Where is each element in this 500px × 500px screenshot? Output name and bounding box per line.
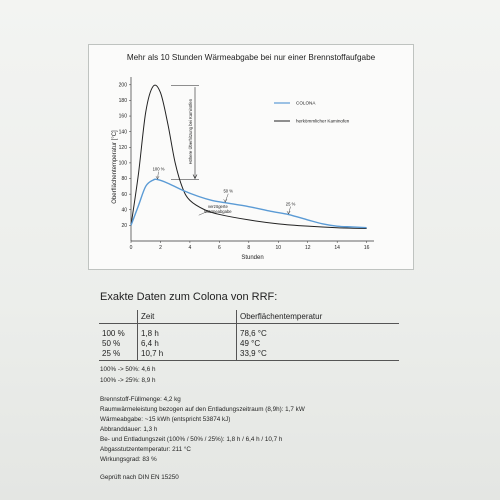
table-cell: 6,4 h <box>137 338 237 348</box>
x-tick-label: 2 <box>159 245 162 251</box>
x-tick-label: 0 <box>130 245 133 251</box>
annotation-leader <box>225 193 229 202</box>
spec-line: Brennstoff-Füllmenge: 4,2 kg <box>100 396 181 403</box>
spec-line: Abgasstutzentemperatur: 211 °C <box>100 446 191 453</box>
chart-figure: Mehr als 10 Stunden Wärmeabgabe bei nur … <box>88 44 414 270</box>
y-tick-label: 60 <box>121 192 127 198</box>
table-header-row: Zeit Oberflächentemperatur <box>99 310 399 324</box>
table-header-cell <box>99 310 138 324</box>
table-header-cell: Oberflächentemperatur <box>236 310 399 324</box>
y-axis-label: Oberflächentemperatur [°C] <box>112 130 118 204</box>
y-tick-label: 140 <box>119 129 128 135</box>
transition-line: 100% -> 25%: 8,9 h <box>100 377 156 384</box>
table-cell: 10,7 h <box>137 348 237 361</box>
table-header-cell: Zeit <box>137 310 237 324</box>
y-tick-label: 40 <box>121 207 127 213</box>
annotation-leader <box>198 211 208 216</box>
y-tick-label: 200 <box>119 83 128 89</box>
arrow-head <box>223 199 228 203</box>
arrow-head <box>286 210 291 215</box>
table-cell: 100 % <box>102 328 125 338</box>
x-tick-label: 10 <box>275 245 281 251</box>
legend-label: herkömmlicher Kaminofen <box>296 119 350 124</box>
y-tick-label: 80 <box>121 176 127 182</box>
delay-annotation: verzögerte <box>208 204 228 209</box>
x-axis-label: Stunden <box>241 255 263 261</box>
chart-title: Mehr als 10 Stunden Wärmeabgabe bei nur … <box>126 53 376 62</box>
series-line-colona <box>130 178 367 229</box>
spec-line: Raumwärmeleistung bezogen auf den Entlad… <box>100 406 305 413</box>
table-cell: 25 % <box>99 348 138 361</box>
table-row: 25 % 10,7 h 33,9 °C <box>99 348 399 361</box>
annotation-leader <box>157 171 159 179</box>
arrow-head <box>192 174 198 180</box>
y-tick-label: 180 <box>119 98 128 104</box>
legend-label: COLONA <box>296 101 316 106</box>
table-cell: 33,9 °C <box>236 348 399 361</box>
data-table: Zeit Oberflächentemperatur 100 % 1,8 h 7… <box>99 310 399 361</box>
x-tick-label: 14 <box>334 245 340 251</box>
spec-line: Be- und Entladungszeit (100% / 50% / 25%… <box>100 436 283 443</box>
x-tick-label: 12 <box>305 245 311 251</box>
table-cell: 1,8 h <box>137 328 237 338</box>
spec-line: Abbranddauer: 1,3 h <box>100 426 158 433</box>
spec-line: Wärmeabgabe: ~15 kWh (entspricht 53874 k… <box>100 416 231 423</box>
annotation-50-percent: 50 % <box>223 189 233 194</box>
series-line-kaminofen <box>130 84 367 230</box>
chart-plot: 0 2 4 6 8 10 12 14 16 20 40 60 80 100 120 140 160 180 200 S… <box>112 77 374 261</box>
table-cell: 49 °C <box>236 338 399 348</box>
x-tick-label: 6 <box>218 245 221 251</box>
arrow-head <box>155 176 160 180</box>
x-tick-label: 8 <box>247 245 250 251</box>
spec-line: Wirkungsgrad: 83 % <box>100 456 157 463</box>
data-heading: Exakte Daten zum Colona von RRF: <box>100 291 278 303</box>
x-tick-label: 4 <box>189 245 192 251</box>
delay-annotation: Wärmeabgabe <box>204 209 232 214</box>
y-tick-label: 160 <box>119 114 128 120</box>
table-row: 100 % 1,8 h 78,6 °C <box>99 328 399 338</box>
table-cell: 78,6 °C <box>236 328 399 338</box>
table-row: 50 % 6,4 h 49 °C <box>99 338 399 348</box>
table-cell: 50 % <box>102 338 121 348</box>
annotation-leader <box>288 206 291 214</box>
peak-diff-label: Höhere Überhitzung bei Kaminöfen <box>188 98 193 164</box>
transition-line: 100% -> 50%: 4,6 h <box>100 366 156 373</box>
annotation-25-percent: 25 % <box>286 202 296 207</box>
y-tick-label: 20 <box>121 223 127 229</box>
y-tick-label: 100 <box>119 161 128 167</box>
y-tick-label: 120 <box>119 145 128 151</box>
x-tick-label: 16 <box>364 245 370 251</box>
annotation-100-percent: 100 % <box>153 167 165 172</box>
certification-note: Geprüft nach DIN EN 15250 <box>100 474 179 481</box>
